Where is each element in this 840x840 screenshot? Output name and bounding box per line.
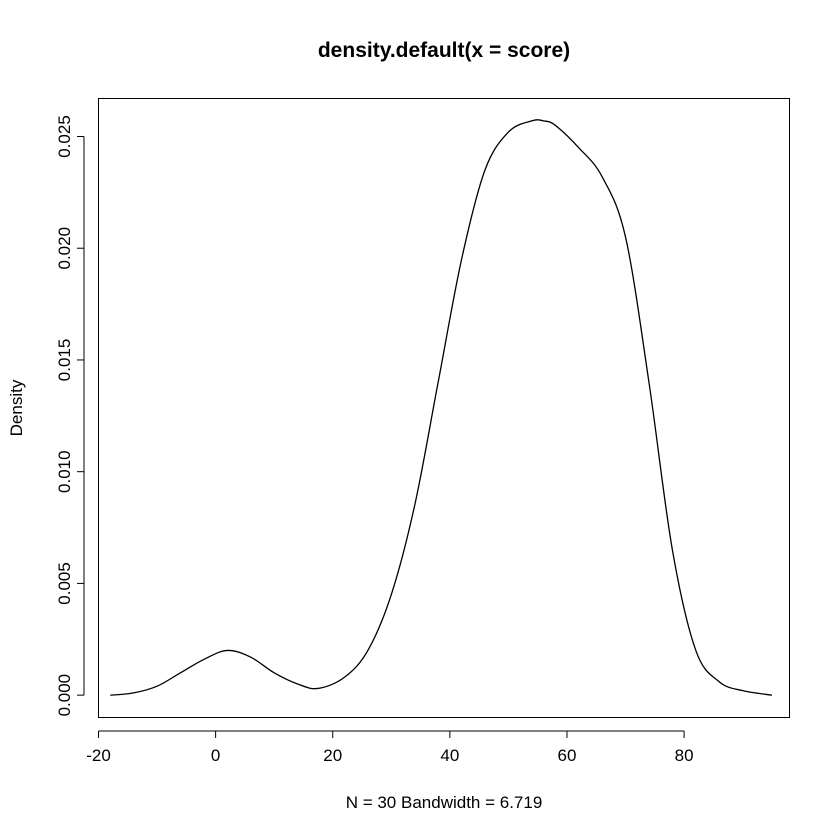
y-tick-label: 0.025 <box>55 115 74 158</box>
y-tick-label: 0.010 <box>55 450 74 493</box>
density-curve <box>110 119 773 696</box>
x-tick-label: 60 <box>558 746 577 765</box>
y-tick-label: 0.020 <box>55 227 74 270</box>
y-axis: 0.000 0.005 0.010 0.015 0.020 0.025 <box>55 115 85 717</box>
y-tick-label: 0.005 <box>55 562 74 605</box>
x-tick-label: 80 <box>675 746 694 765</box>
y-tick-label: 0.015 <box>55 339 74 382</box>
x-tick-label: 40 <box>440 746 459 765</box>
x-axis: -20 0 20 40 60 80 <box>86 730 694 765</box>
x-tick-label: -20 <box>86 746 111 765</box>
y-tick-label: 0.000 <box>55 674 74 717</box>
x-tick-label: 20 <box>323 746 342 765</box>
y-axis-label: Density <box>7 379 26 436</box>
x-axis-label: N = 30 Bandwidth = 6.719 <box>346 793 543 812</box>
chart-title: density.default(x = score) <box>318 39 570 62</box>
plot-frame <box>98 98 790 718</box>
plot-area <box>110 119 773 696</box>
x-tick-label: 0 <box>211 746 220 765</box>
